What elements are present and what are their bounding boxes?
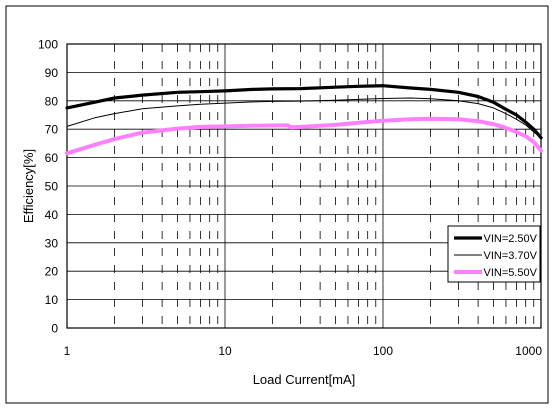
series-lines [65, 84, 543, 156]
y-axis-ticks: 0 10 20 30 40 50 60 70 80 90 100 [38, 38, 58, 336]
outer-border [5, 5, 549, 404]
grid [67, 44, 541, 328]
x-axis-ticks: 1 10 100 1000 [64, 344, 543, 358]
y-tick-label: 80 [45, 94, 59, 108]
y-tick-label: 20 [45, 265, 59, 279]
legend-label: VIN=5.50V [483, 267, 537, 279]
series-line-vin-2-50v [65, 84, 543, 140]
series-line-vin-5-50v [65, 116, 543, 156]
series-line-vin-3-70v [66, 97, 542, 139]
y-tick-label: 0 [51, 322, 58, 336]
y-tick-label: 100 [38, 38, 58, 52]
y-tick-label: 50 [45, 180, 59, 194]
y-axis-label: Efficiency[%] [21, 149, 36, 223]
legend: VIN=2.50V VIN=3.70V VIN=5.50V [447, 225, 541, 283]
y-tick-label: 10 [45, 293, 59, 307]
plot-area-border [66, 43, 542, 329]
x-tick-label: 10 [218, 344, 232, 358]
y-tick-label: 40 [45, 208, 59, 222]
y-tick-label: 60 [45, 151, 59, 165]
y-tick-label: 90 [45, 66, 59, 80]
y-tick-label: 70 [45, 123, 59, 137]
x-tick-label: 100 [373, 344, 393, 358]
x-axis-label: Load Current[mA] [253, 372, 356, 387]
x-tick-label: 1000 [515, 344, 542, 358]
y-tick-label: 30 [45, 236, 59, 250]
x-tick-label: 1 [64, 344, 71, 358]
legend-label: VIN=3.70V [483, 250, 537, 262]
legend-label: VIN=2.50V [483, 233, 537, 245]
